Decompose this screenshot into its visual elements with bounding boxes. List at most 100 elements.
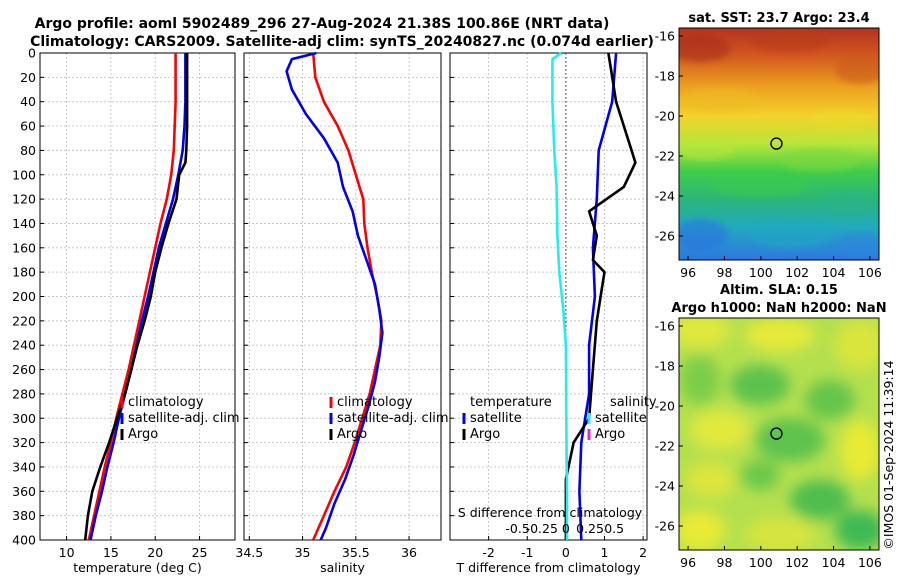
difference-s-legend-label: satellite <box>595 411 647 426</box>
difference-xtick-label: 2 <box>639 545 647 560</box>
figure-title-line2: Climatology: CARS2009. Satellite-adj cli… <box>30 34 654 50</box>
salinity-legend-label: climatology <box>337 395 413 410</box>
temperature-ytick-label: 280 <box>12 386 36 401</box>
temperature-xlabel: temperature (deg C) <box>73 560 202 575</box>
difference-profile-panel: -2 -1 0 1 2T difference from climatology temp… <box>449 51 657 575</box>
sla-heatmap-image <box>679 318 879 550</box>
difference-s-legend-label: Argo <box>595 427 625 442</box>
temperature-ytick-label: 320 <box>12 435 36 450</box>
sst-map-xtick-label: 100 <box>749 265 773 280</box>
difference-series-s-satellite <box>551 51 569 540</box>
temperature-ytick-label: 20 <box>20 70 36 85</box>
temperature-series-argo <box>83 53 189 541</box>
temperature-series-climatology <box>87 53 177 541</box>
imos-timestamp: ©IMOS 01-Sep-2024 11:39:14 <box>881 360 896 549</box>
salinity-series-satellite-adj-clim <box>285 51 384 541</box>
temperature-ytick-label: 180 <box>12 265 36 280</box>
difference-axes-frame <box>449 52 648 541</box>
figure-title-line1: Argo profile: aoml 5902489_296 27-Aug-20… <box>35 16 610 32</box>
temperature-ytick-label: 100 <box>12 167 36 182</box>
salinity-profile-panel: 34.5 35 35.5 36 salinity climatologysatellite… <box>235 51 449 575</box>
temperature-profile-panel: 0 20 40 60 80 100 120 140 160 180 200 220 240 260 280 3… <box>12 46 239 576</box>
temperature-ytick-label: 260 <box>12 362 36 377</box>
difference-series-t-satellite <box>578 52 618 541</box>
sst-map-xtick-label: 104 <box>822 265 846 280</box>
salinity-series-climatology <box>311 52 383 541</box>
temperature-ytick-label: 120 <box>12 192 36 207</box>
temperature-xtick-label: 20 <box>147 545 163 560</box>
sla-map-xtick-label: 100 <box>749 555 773 570</box>
sla-map-ytick-label: -26 <box>655 519 675 534</box>
difference-xlabel: T difference from climatology <box>455 560 641 575</box>
sla-map-xtick-label: 104 <box>822 555 846 570</box>
temperature-ytick-label: 80 <box>20 143 36 158</box>
sst-map-ytick-label: -22 <box>655 149 675 164</box>
sst-map-title: sat. SST: 23.7 Argo: 23.4 <box>688 11 869 26</box>
difference-top-xtick-label: -0.25 <box>526 521 558 536</box>
sla-map-ytick-label: -18 <box>655 359 675 374</box>
salinity-xtick-label: 35 <box>295 545 311 560</box>
sla-map-ytick-label: -16 <box>655 319 675 334</box>
difference-top-xtick-label: -0.5 <box>505 521 529 536</box>
sst-map-ytick-label: -26 <box>655 229 675 244</box>
temperature-xtick-label: 15 <box>103 545 119 560</box>
difference-xtick-label: 0 <box>562 545 570 560</box>
sst-map-panel: sat. SST: 23.7 Argo: 23.4 <box>655 11 882 280</box>
temperature-ytick-label: 200 <box>12 289 36 304</box>
difference-legend-salinity-header: salinity <box>610 395 657 410</box>
temperature-ytick-label: 240 <box>12 338 36 353</box>
temperature-xtick-label: 25 <box>192 545 208 560</box>
salinity-legend-label: Argo <box>337 427 367 442</box>
salinity-xlabel: salinity <box>320 560 365 575</box>
sla-map-frame <box>678 317 880 551</box>
difference-t-legend-label: satellite <box>470 411 522 426</box>
temperature-ytick-label: 40 <box>20 94 36 109</box>
sst-map-ytick-label: -24 <box>655 189 675 204</box>
temperature-ytick-label: 400 <box>12 533 36 548</box>
sla-map-panel: Altim. SLA: 0.15 Argo h1000: NaN h2000: … <box>655 283 887 570</box>
sst-map-xtick-label: 102 <box>785 265 809 280</box>
temperature-ytick-label: 380 <box>12 508 36 523</box>
sst-map-argo-marker <box>770 137 783 150</box>
difference-top-xtick-label: 0.25 <box>576 521 604 536</box>
sst-map-ytick-label: -20 <box>655 109 675 124</box>
sla-map-xtick-label: 102 <box>785 555 809 570</box>
temperature-series-satellite-adj-clim <box>89 53 187 541</box>
temperature-ytick-label: 60 <box>20 119 36 134</box>
salinity-xtick-label: 36 <box>401 545 417 560</box>
sla-map-argo-marker <box>770 427 783 440</box>
salinity-xtick-label: 35.5 <box>342 545 370 560</box>
difference-xtick-label: -2 <box>482 545 494 560</box>
sla-map-ytick-label: -22 <box>655 439 675 454</box>
sla-map-xtick-label: 96 <box>680 555 696 570</box>
temperature-ytick-label: 300 <box>12 411 36 426</box>
sla-map-title: Altim. SLA: 0.15 <box>720 283 838 298</box>
temperature-legend-label: climatology <box>128 395 204 410</box>
salinity-xtick-label: 34.5 <box>235 545 263 560</box>
temperature-legend-label: satellite-adj. clim <box>128 411 240 426</box>
difference-t-legend-label: Argo <box>470 427 500 442</box>
difference-top-xlabel: S difference from climatology <box>458 505 643 520</box>
difference-top-xtick-label: 0 <box>562 521 570 536</box>
sla-map-ytick-label: -20 <box>655 399 675 414</box>
sla-map-subtitle: Argo h1000: NaN h2000: NaN <box>671 301 886 316</box>
temperature-xtick-label: 10 <box>59 545 75 560</box>
temperature-ytick-label: 140 <box>12 216 36 231</box>
sla-map-xtick-label: 98 <box>717 555 733 570</box>
sst-map-xtick-label: 106 <box>858 265 882 280</box>
sla-map-xtick-label: 106 <box>858 555 882 570</box>
sst-map-xtick-label: 98 <box>717 265 733 280</box>
difference-top-xtick-label: 0.5 <box>604 521 624 536</box>
difference-xtick-label: 1 <box>601 545 609 560</box>
temperature-ytick-label: 340 <box>12 459 36 474</box>
temperature-ytick-label: 160 <box>12 240 36 255</box>
sst-heatmap-image <box>679 28 879 260</box>
difference-series-t-argo <box>564 52 637 540</box>
temperature-legend-label: Argo <box>128 427 158 442</box>
salinity-axes-frame <box>243 52 442 541</box>
sla-map-ytick-label: -24 <box>655 479 675 494</box>
sst-map-ytick-label: -18 <box>655 69 675 84</box>
temperature-ytick-label: 0 <box>28 46 36 61</box>
